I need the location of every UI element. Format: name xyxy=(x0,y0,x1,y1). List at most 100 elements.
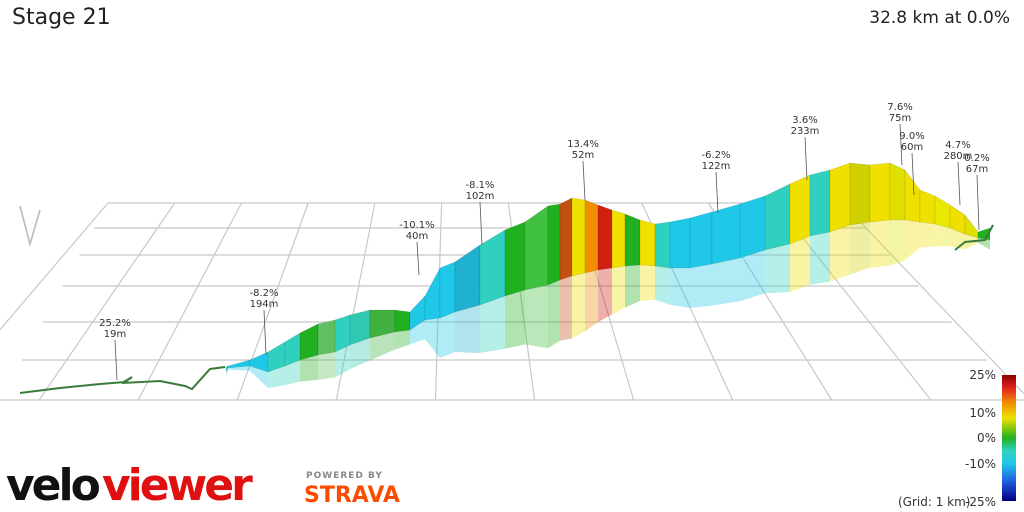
annotation-leader xyxy=(715,171,719,214)
profile-reflection-segment xyxy=(335,345,350,378)
profile-segment xyxy=(624,213,641,267)
profile-finish-line xyxy=(954,224,994,251)
annotation-length: 40m xyxy=(406,231,428,242)
profile-segment xyxy=(964,214,979,239)
profile-reflection-segment xyxy=(370,332,395,361)
grid-scale-note: (Grid: 1 km) xyxy=(898,495,971,509)
segment-annotation: 13.4%52m xyxy=(567,139,599,201)
chart-title: Stage 21 xyxy=(12,5,111,30)
profile-reflection-segment xyxy=(440,312,455,358)
annotation-grade: -10.1% xyxy=(399,220,434,231)
profile-reflection-segment xyxy=(625,265,640,308)
legend-label: 0% xyxy=(977,431,996,445)
profile-segment xyxy=(317,319,336,356)
annotation-length: 102m xyxy=(466,191,495,202)
profile-reflection-segment xyxy=(525,285,548,349)
annotation-length: 75m xyxy=(889,113,911,124)
profile-reflection xyxy=(226,220,990,388)
grid-line xyxy=(137,202,242,401)
profile-segment xyxy=(439,261,456,319)
profile-reflection-segment xyxy=(410,320,425,345)
annotation-length: 233m xyxy=(791,126,820,137)
grid-line xyxy=(0,202,109,331)
profile-reflection-segment xyxy=(300,355,318,382)
segment-annotation: 0.2%67m xyxy=(964,153,990,231)
profile-reflection-segment xyxy=(250,366,268,388)
profile-reflection-segment xyxy=(870,220,890,268)
gradient-legend: 25% 10% 0% -10% -25% xyxy=(965,368,1016,509)
profile-reflection-segment xyxy=(690,264,712,308)
profile-reflection-segment xyxy=(810,232,830,285)
annotation-leader xyxy=(479,201,483,246)
profile-reflection-segment xyxy=(505,290,525,349)
segment-annotation: -8.1%102m xyxy=(465,180,495,246)
annotation-grade: 0.2% xyxy=(964,153,989,164)
profile-segment xyxy=(669,217,691,269)
profile-reflection-segment xyxy=(935,224,950,247)
segment-annotations: 25.2%19m -8.2%194m -10.1%40m -8.1%102m 13.4%… xyxy=(99,102,990,381)
annotation-leader xyxy=(911,152,915,196)
profile-segment xyxy=(919,189,936,225)
annotation-leader xyxy=(957,161,961,206)
segment-annotation: -10.1%40m xyxy=(399,220,435,276)
grid-line xyxy=(841,202,1024,395)
profile-reflection-segment xyxy=(712,258,740,306)
profile-reflection-segment xyxy=(920,222,935,248)
grid-line xyxy=(236,202,309,401)
profile-segment xyxy=(869,162,891,223)
gradient-legend-bar xyxy=(1002,375,1016,501)
perspective-grid xyxy=(0,202,1024,401)
profile-reflection-segment xyxy=(890,220,905,266)
profile-reflection-segment xyxy=(655,266,670,305)
profile-reflection-segment xyxy=(830,225,850,282)
profile-segment xyxy=(479,229,506,306)
profile-segment xyxy=(829,162,851,233)
svg-text:velo: velo xyxy=(6,460,100,508)
profile-segment xyxy=(689,211,713,269)
profile-reflection-segment xyxy=(598,268,612,322)
powered-by-label: POWERED BY xyxy=(306,471,383,481)
profile-segment xyxy=(284,332,301,367)
profile-start-line xyxy=(19,366,226,394)
profile-reflection-segment xyxy=(612,266,625,315)
annotation-grade: -8.1% xyxy=(465,180,494,191)
profile-segment xyxy=(764,183,791,251)
profile-segment xyxy=(584,199,599,274)
annotation-grade: 4.7% xyxy=(945,140,970,151)
profile-segment xyxy=(597,204,613,271)
annotation-leader xyxy=(114,339,118,381)
start-marker-icon xyxy=(19,205,41,247)
segment-annotation: 9.0%60m xyxy=(899,131,925,196)
profile-reflection-segment xyxy=(480,296,505,353)
profile-segment xyxy=(849,162,871,226)
profile-segment xyxy=(394,309,411,333)
annotation-grade: 9.0% xyxy=(899,131,924,142)
profile-segment xyxy=(739,195,766,259)
svg-text:viewer: viewer xyxy=(102,460,253,508)
stage-summary: 32.8 km at 0.0% xyxy=(869,8,1010,28)
annotation-length: 19m xyxy=(104,329,126,340)
segment-annotation: -6.2%122m xyxy=(701,150,731,214)
legend-label: 25% xyxy=(969,368,996,382)
profile-reflection-segment xyxy=(548,280,560,349)
profile-reflection-segment xyxy=(228,366,250,371)
annotation-leader xyxy=(416,241,420,276)
profile-reflection-segment xyxy=(765,244,790,294)
profile-segment xyxy=(889,162,906,221)
annotation-length: 280m xyxy=(944,151,973,162)
annotation-grade: -8.2% xyxy=(249,288,278,299)
profile-reflection-segment xyxy=(670,268,690,308)
annotation-grade: -6.2% xyxy=(701,150,730,161)
annotation-length: 60m xyxy=(901,142,923,153)
profile-reflection-segment xyxy=(790,236,810,292)
brand-logos: velo viewer POWERED BY STRAVA xyxy=(6,460,400,508)
profile-reflection-segment xyxy=(455,305,480,353)
profile-reflection-segment xyxy=(572,273,585,339)
profile-segment xyxy=(654,221,671,269)
profile-segment xyxy=(424,267,441,321)
annotation-length: 122m xyxy=(702,161,731,172)
segment-annotation: 25.2%19m xyxy=(99,318,131,381)
profile-reflection-segment xyxy=(318,352,335,380)
legend-label: -10% xyxy=(965,457,996,471)
